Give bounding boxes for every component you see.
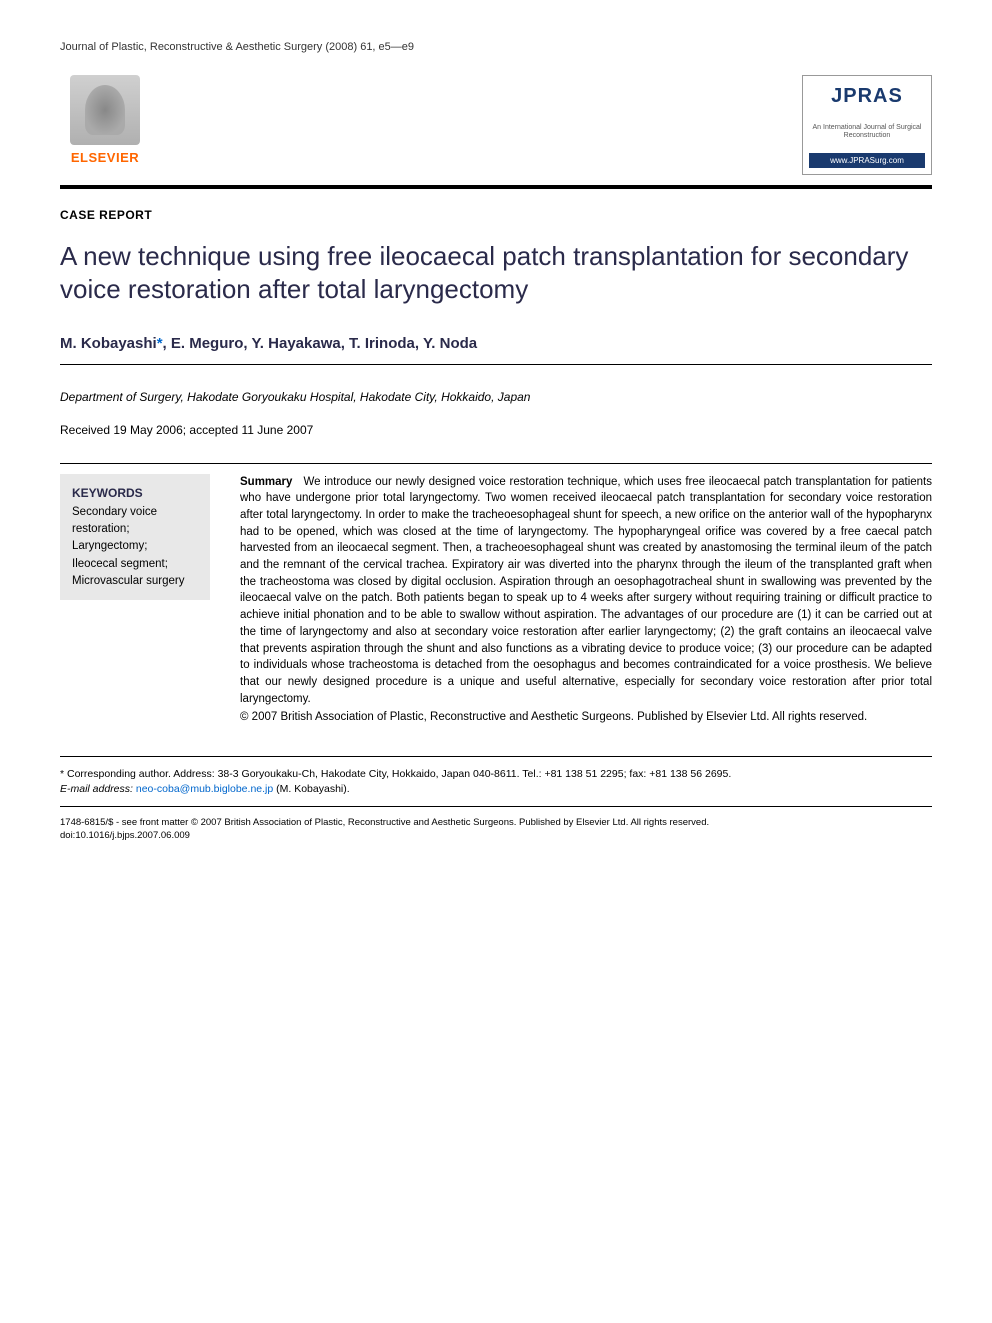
author-separator: , [415,335,423,352]
jpras-url: www.JPRASurg.com [809,153,925,168]
elsevier-tree-icon [70,75,140,145]
keywords-list: Secondary voice restoration; Laryngectom… [72,504,198,590]
journal-citation-header: Journal of Plastic, Reconstructive & Aes… [60,40,932,55]
logos-row: ELSEVIER JPRAS An International Journal … [60,75,932,175]
divider-thin [60,756,932,757]
summary-heading: Summary [240,476,292,488]
elsevier-logo[interactable]: ELSEVIER [60,75,150,175]
author-separator: , [341,335,349,352]
article-type-label: CASE REPORT [60,207,932,224]
divider-thin [60,806,932,807]
email-footnote: E-mail address: neo-coba@mub.biglobe.ne.… [60,782,932,797]
author: Y. Noda [423,335,477,352]
summary-body: We introduce our newly designed voice re… [240,476,932,705]
jpras-journal-logo[interactable]: JPRAS An International Journal of Surgic… [802,75,932,175]
email-label: E-mail address: [60,783,133,795]
jpras-acronym: JPRAS [809,82,925,110]
keywords-box: KEYWORDS Secondary voice restoration; La… [60,474,210,600]
corresponding-email-link[interactable]: neo-coba@mub.biglobe.ne.jp [136,783,273,795]
footnotes-block: * Corresponding author. Address: 38-3 Go… [60,767,932,796]
issn-copyright-line: 1748-6815/$ - see front matter © 2007 Br… [60,817,932,829]
author: E. Meguro [171,335,244,352]
author: M. Kobayashi [60,335,157,352]
publication-info: 1748-6815/$ - see front matter © 2007 Br… [60,817,932,842]
author-separator: , [163,335,171,352]
author: Y. Hayakawa [251,335,340,352]
divider-thick [60,185,932,189]
corresponding-author-footnote: * Corresponding author. Address: 38-3 Go… [60,767,932,782]
elsevier-logo-text: ELSEVIER [71,149,139,167]
article-dates: Received 19 May 2006; accepted 11 June 2… [60,422,932,439]
divider-thin [60,463,932,464]
author: T. Irinoda [349,335,415,352]
abstract-container: KEYWORDS Secondary voice restoration; La… [60,474,932,726]
divider-thin [60,364,932,365]
doi-line: doi:10.1016/j.bjps.2007.06.009 [60,830,932,842]
article-title: A new technique using free ileocaecal pa… [60,240,932,305]
summary-column: Summary We introduce our newly designed … [240,474,932,726]
affiliation: Department of Surgery, Hakodate Goryouka… [60,389,932,406]
authors-list: M. Kobayashi*, E. Meguro, Y. Hayakawa, T… [60,333,932,354]
jpras-subtitle: An International Journal of Surgical Rec… [809,124,925,139]
email-author-name: (M. Kobayashi). [276,783,350,795]
keywords-heading: KEYWORDS [72,484,198,502]
copyright-line: © 2007 British Association of Plastic, R… [240,709,932,726]
